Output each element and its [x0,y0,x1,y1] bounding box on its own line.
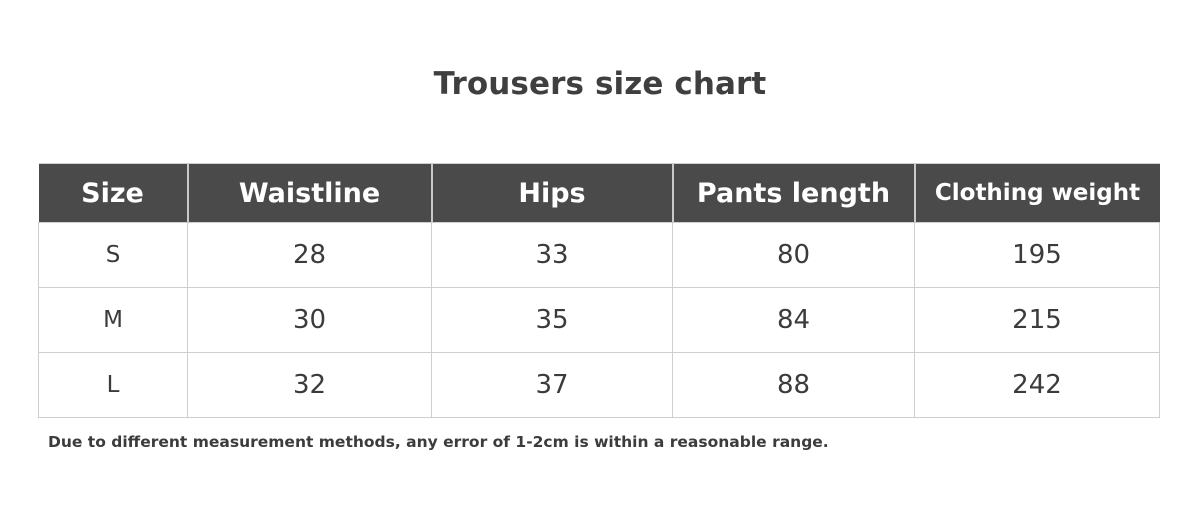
cell-size: M [38,287,188,353]
table-header: Size Waistline Hips Pants length Clothin… [38,163,1160,223]
cell-pants-length: 88 [672,352,915,418]
cell-hips: 33 [431,222,673,288]
table-row: S 28 33 80 195 [38,222,1160,288]
column-header-size: Size [38,163,189,223]
cell-waistline: 30 [187,287,432,353]
cell-clothing-weight: 242 [914,352,1160,418]
table-row: M 30 35 84 215 [38,287,1160,353]
table-body: S 28 33 80 195 M 30 35 84 215 L 32 37 [38,222,1160,418]
measurement-disclaimer: Due to different measurement methods, an… [48,433,829,451]
cell-clothing-weight: 215 [914,287,1160,353]
column-header-clothing-weight: Clothing weight [914,163,1160,223]
cell-hips: 35 [431,287,673,353]
page-title: Trousers size chart [433,66,767,102]
cell-waistline: 32 [187,352,432,418]
cell-size: L [38,352,188,418]
cell-pants-length: 80 [672,222,915,288]
cell-waistline: 28 [187,222,432,288]
cell-hips: 37 [431,352,673,418]
trousers-size-table: Size Waistline Hips Pants length Clothin… [38,163,1160,418]
column-header-waistline: Waistline [187,163,433,223]
column-header-pants-length: Pants length [672,163,916,223]
cell-clothing-weight: 195 [914,222,1160,288]
column-header-hips: Hips [431,163,674,223]
cell-size: S [38,222,188,288]
table-row: L 32 37 88 242 [38,352,1160,418]
table-header-row: Size Waistline Hips Pants length Clothin… [38,163,1160,223]
cell-pants-length: 84 [672,287,915,353]
size-table-container: Size Waistline Hips Pants length Clothin… [38,163,1160,418]
